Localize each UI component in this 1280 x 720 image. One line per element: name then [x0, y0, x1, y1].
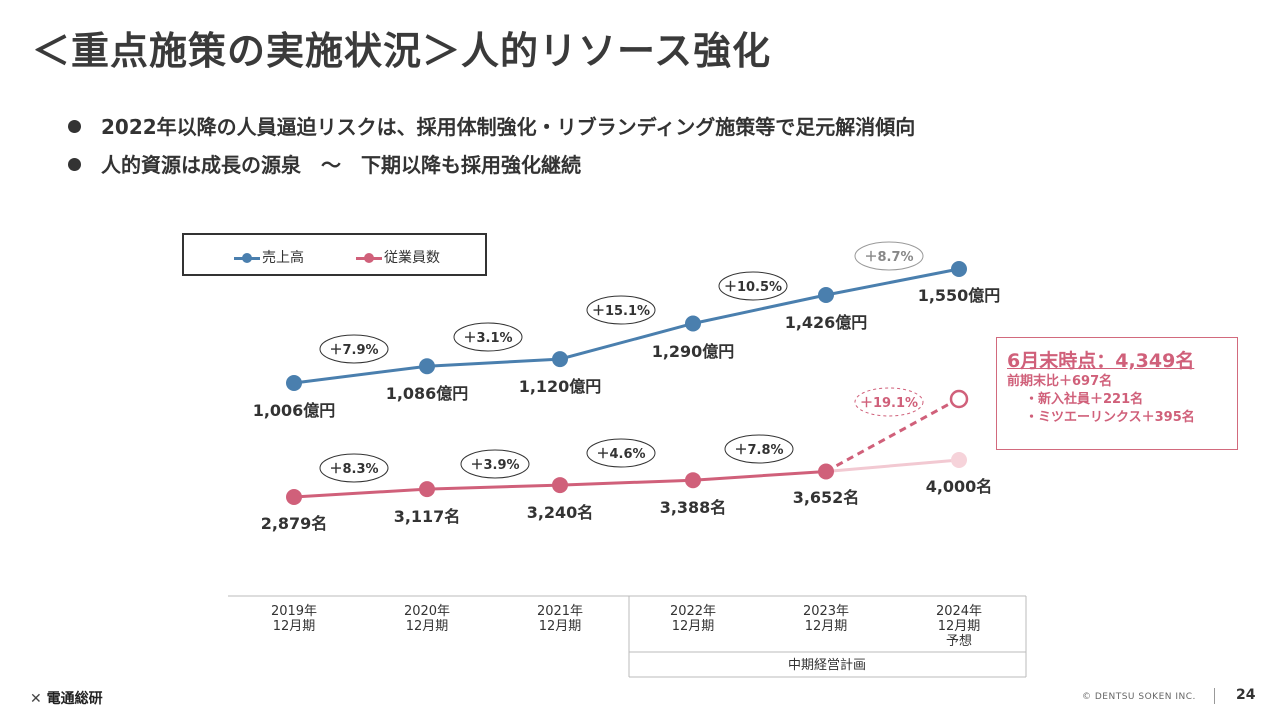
- june-growth-label: ＋19.1%: [860, 396, 918, 411]
- chart-legend: 売上高 従業員数: [182, 233, 487, 276]
- plan-group-label: 中期経営計画: [788, 657, 866, 673]
- sales-point: [818, 286, 834, 303]
- employees-value-label: 4,000名: [926, 477, 993, 496]
- sales-point: [419, 358, 435, 375]
- employees-growth-bubble: [460, 449, 530, 479]
- sales-value-label: 1,120億円: [519, 377, 602, 396]
- employees-value-label: 3,117名: [394, 507, 461, 526]
- employees-value-label: 3,240名: [527, 503, 594, 522]
- copyright: © DENTSU SOKEN INC.: [1082, 692, 1196, 702]
- sales-growth-bubble: [718, 271, 788, 301]
- employees-point: [552, 477, 568, 494]
- page-title: ＜重点施策の実施状況＞人的リソース強化: [32, 29, 772, 73]
- sales-growth-bubble: [854, 241, 924, 271]
- legend-item-sales: 売上高: [234, 247, 304, 267]
- page-number: 24: [1236, 687, 1256, 703]
- company-logo: ✕ 電通総研: [30, 688, 103, 708]
- sales-line: [293, 267, 960, 385]
- bullet-dot-icon: [68, 120, 81, 133]
- x-axis-category-label: 2022年 12月期: [669, 604, 717, 634]
- x-axis-category-label: 2023年 12月期: [802, 604, 850, 634]
- bullet-item: 2022年以降の人員逼迫リスクは、採用体制強化・リブランディング施策等で足元解消…: [68, 112, 915, 150]
- legend-marker-icon: [234, 252, 260, 263]
- sales-value-label: 1,086億円: [386, 384, 469, 403]
- employees-growth-label: ＋8.3%: [329, 462, 378, 477]
- employees-point: [286, 489, 302, 505]
- employees-forecast-point: [951, 452, 967, 468]
- sales-growth-bubble: [586, 295, 656, 325]
- employees-point: [818, 463, 834, 480]
- sales-point: [286, 375, 302, 391]
- legend-marker-icon: [356, 252, 382, 263]
- callout-line: ・新入社員＋221名: [1025, 392, 1144, 407]
- sales-growth-bubble: [319, 334, 389, 364]
- sales-point: [685, 315, 701, 332]
- employees-value-label: 3,388名: [660, 498, 727, 517]
- legend-item-employees: 従業員数: [356, 247, 440, 267]
- sales-value-label: 1,006億円: [253, 401, 336, 420]
- sales-value-label: 1,550億円: [918, 286, 1001, 305]
- employees-value-label: 3,652名: [793, 488, 860, 507]
- x-axis-category-label: 2021年 12月期: [536, 604, 584, 634]
- june-growth-bubble: [854, 387, 924, 417]
- sales-value-label: 1,290億円: [652, 342, 735, 361]
- headcount-callout: 6月末時点：4,349名 前期末比＋697名 ・新入社員＋221名 ・ミツエーリ…: [996, 337, 1238, 450]
- employees-growth-label: ＋4.6%: [596, 447, 645, 462]
- bullet-list: 2022年以降の人員逼迫リスクは、採用体制強化・リブランディング施策等で足元解消…: [68, 112, 915, 188]
- employees-point: [685, 472, 701, 489]
- bullet-text: 人的資源は成長の源泉 ～ 下期以降も採用強化継続: [101, 153, 581, 177]
- bullet-dot-icon: [68, 158, 81, 171]
- employees-value-label: 2,879名: [261, 514, 328, 533]
- employees-growth-bubble: [319, 453, 389, 483]
- sales-point: [951, 261, 967, 277]
- bullet-item: 人的資源は成長の源泉 ～ 下期以降も採用強化継続: [68, 150, 915, 188]
- bullet-text: 2022年以降の人員逼迫リスクは、採用体制強化・リブランディング施策等で足元解消…: [101, 115, 916, 139]
- employees-growth-label: ＋3.9%: [470, 458, 519, 473]
- sales-growth-bubble: [453, 322, 523, 352]
- sales-growth-label: ＋7.9%: [329, 343, 378, 358]
- footer-divider: [1214, 688, 1215, 704]
- employees-point: [419, 481, 435, 498]
- logo-text: 電通総研: [46, 691, 103, 707]
- logo-mark-icon: ✕: [30, 691, 42, 707]
- employees-growth-bubble: [586, 438, 656, 468]
- x-axis-category-label: 2024年 12月期 予想: [935, 604, 983, 649]
- employees-growth-bubble: [724, 434, 794, 464]
- x-axis-category-label: 2019年 12月期: [270, 604, 318, 634]
- legend-label: 従業員数: [384, 250, 440, 266]
- sales-growth-label: ＋3.1%: [463, 331, 512, 346]
- employees-growth-label: ＋7.8%: [734, 443, 783, 458]
- employees-june-point: [949, 389, 969, 409]
- legend-label: 売上高: [262, 250, 304, 266]
- sales-value-label: 1,426億円: [785, 313, 868, 332]
- callout-headline: 6月末時点：4,349名: [1007, 350, 1195, 372]
- sales-growth-label: ＋10.5%: [724, 280, 782, 295]
- employees-forecast-line: [825, 458, 960, 473]
- sales-point: [552, 351, 568, 368]
- x-axis-category-label: 2020年 12月期: [403, 604, 451, 634]
- sales-growth-label: ＋8.7%: [864, 250, 913, 265]
- callout-line: 前期末比＋697名: [1007, 374, 1113, 389]
- callout-line: ・ミツエーリンクス＋395名: [1025, 410, 1195, 425]
- sales-growth-label: ＋15.1%: [592, 304, 650, 319]
